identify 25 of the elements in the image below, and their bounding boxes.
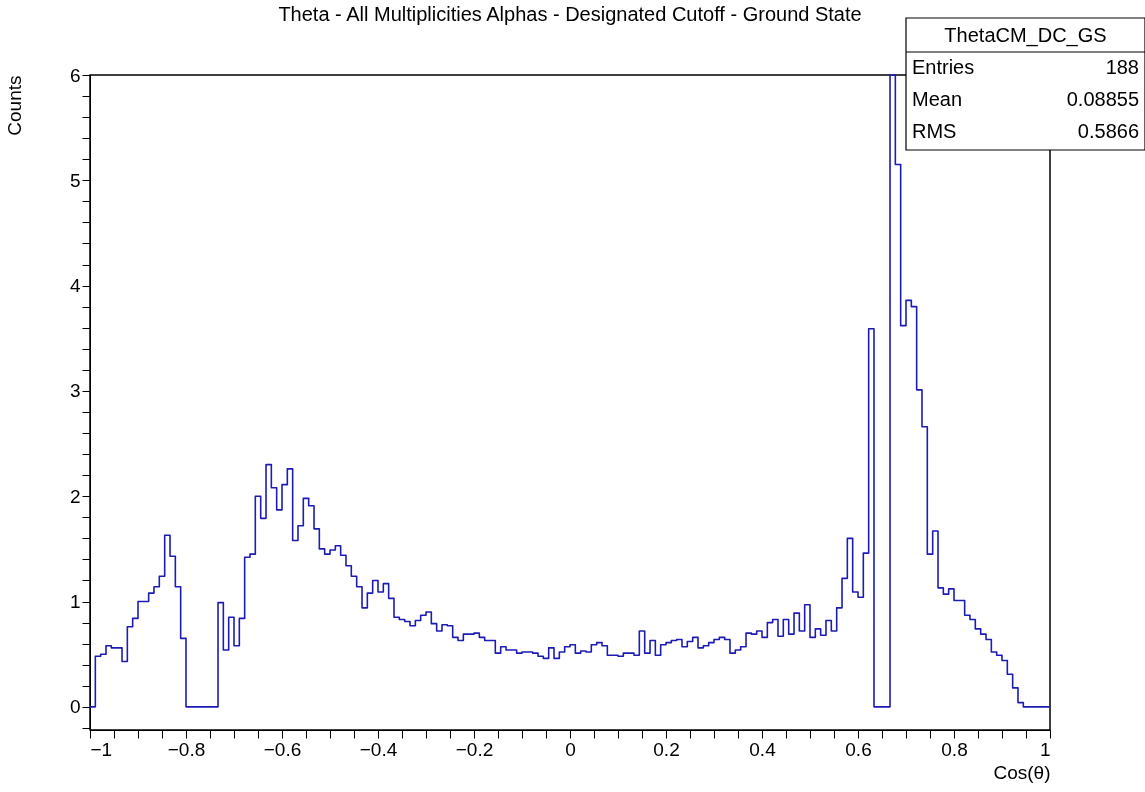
- text: Entries 188: [912, 56, 1139, 78]
- x-tick-label: −0.2: [455, 738, 494, 760]
- y-tick-label: 3: [69, 380, 81, 402]
- x-tick-label: 0.8: [941, 738, 968, 760]
- x-tick-label: 0.4: [749, 738, 777, 760]
- y-tick-label: 5: [69, 169, 81, 191]
- y-tick-label: 2: [69, 485, 81, 507]
- x-axis-title: Cos(θ): [993, 761, 1051, 783]
- text: ThetaCM_DC_GS: [944, 24, 1107, 47]
- y-tick-label: 0: [69, 696, 81, 718]
- text: Mean 0.08855: [912, 88, 1139, 110]
- x-tick-label: 0.6: [845, 738, 872, 760]
- chart-title: Theta - All Multiplicities Alphas - Designated Cutoff - Ground State: [278, 3, 862, 26]
- x-tick-label: −0.6: [263, 738, 302, 760]
- x-tick-label: −0.8: [167, 738, 206, 760]
- x-tick-label: −0.4: [359, 738, 398, 760]
- y-axis-title: Counts: [3, 75, 25, 136]
- x-tick-label: 0: [565, 738, 576, 760]
- y-tick-label: 4: [69, 275, 81, 297]
- x-tick-label: −1: [90, 738, 113, 760]
- text: RMS 0.5866: [912, 120, 1139, 142]
- y-tick-label: 6: [69, 64, 81, 86]
- y-tick-label: 1: [69, 591, 81, 613]
- x-tick-label: 1: [1039, 738, 1051, 760]
- x-tick-label: 0.2: [653, 738, 680, 760]
